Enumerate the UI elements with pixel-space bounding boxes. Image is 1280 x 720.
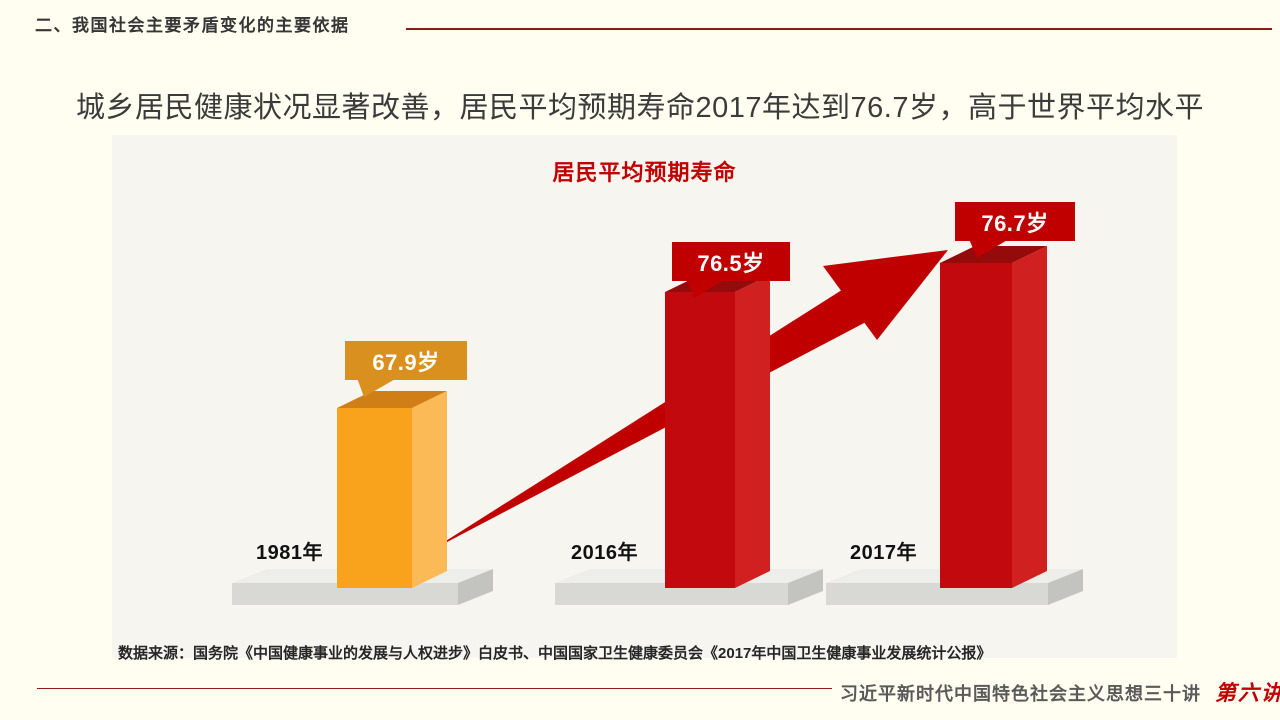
callout-tail-1981: [357, 378, 397, 397]
data-label-callout-2016: 76.5岁: [672, 242, 790, 281]
data-label-callout-1981: 67.9岁: [345, 341, 467, 380]
header-title: 二、我国社会主要矛盾变化的主要依据: [35, 16, 350, 35]
header-rule-line: [406, 28, 1272, 30]
bar-1981: [337, 391, 447, 588]
footer-rule-line: [37, 688, 832, 689]
trend-arrow-head: [823, 250, 948, 340]
category-label-2016: 2016年: [571, 542, 638, 564]
footer-lecture-badge: 第六讲: [1215, 680, 1280, 705]
trend-arrow-shaft: [430, 288, 866, 551]
callout-tail-2017: [969, 239, 1009, 258]
footer-series-title: 习近平新时代中国特色社会主义思想三十讲: [840, 684, 1201, 704]
bar-2016: [665, 275, 770, 588]
data-label-1981: 67.9岁: [372, 349, 440, 375]
data-source-note: 数据来源：国务院《中国健康事业的发展与人权进步》白皮书、中国国家卫生健康委员会《…: [118, 645, 992, 662]
data-label-2016: 76.5岁: [697, 250, 765, 276]
data-label-2017: 76.7岁: [981, 210, 1049, 236]
category-label-1981: 1981年: [256, 542, 323, 564]
footer: 习近平新时代中国特色社会主义思想三十讲 第六讲: [840, 677, 1280, 707]
slide-main-title: 城乡居民健康状况显著改善，居民平均预期寿命2017年达到76.7岁，高于世界平均…: [76, 92, 1204, 124]
bar-2017: [940, 246, 1047, 588]
callout-tail-2016: [686, 279, 726, 298]
data-label-callout-2017: 76.7岁: [955, 202, 1075, 241]
chart-title: 居民平均预期寿命: [552, 160, 737, 185]
category-label-2017: 2017年: [850, 542, 917, 564]
